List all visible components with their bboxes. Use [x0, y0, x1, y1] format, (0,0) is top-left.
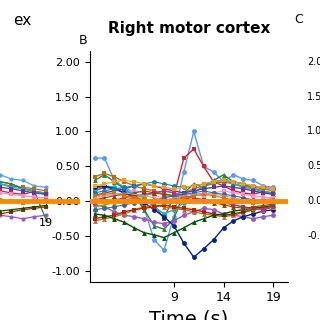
Text: ex: ex	[13, 13, 31, 28]
Text: 0.0: 0.0	[307, 196, 320, 206]
Text: 1.5: 1.5	[307, 92, 320, 101]
Text: 1.0: 1.0	[307, 126, 320, 137]
Text: 2.0: 2.0	[307, 57, 320, 67]
Text: 19: 19	[39, 218, 53, 228]
Text: 0.50: 0.50	[307, 161, 320, 172]
Text: B: B	[78, 34, 87, 47]
Text: -0.50: -0.50	[307, 231, 320, 241]
Text: C: C	[294, 13, 303, 26]
Text: Right motor cortex: Right motor cortex	[108, 21, 270, 36]
X-axis label: Time (s): Time (s)	[149, 310, 228, 320]
